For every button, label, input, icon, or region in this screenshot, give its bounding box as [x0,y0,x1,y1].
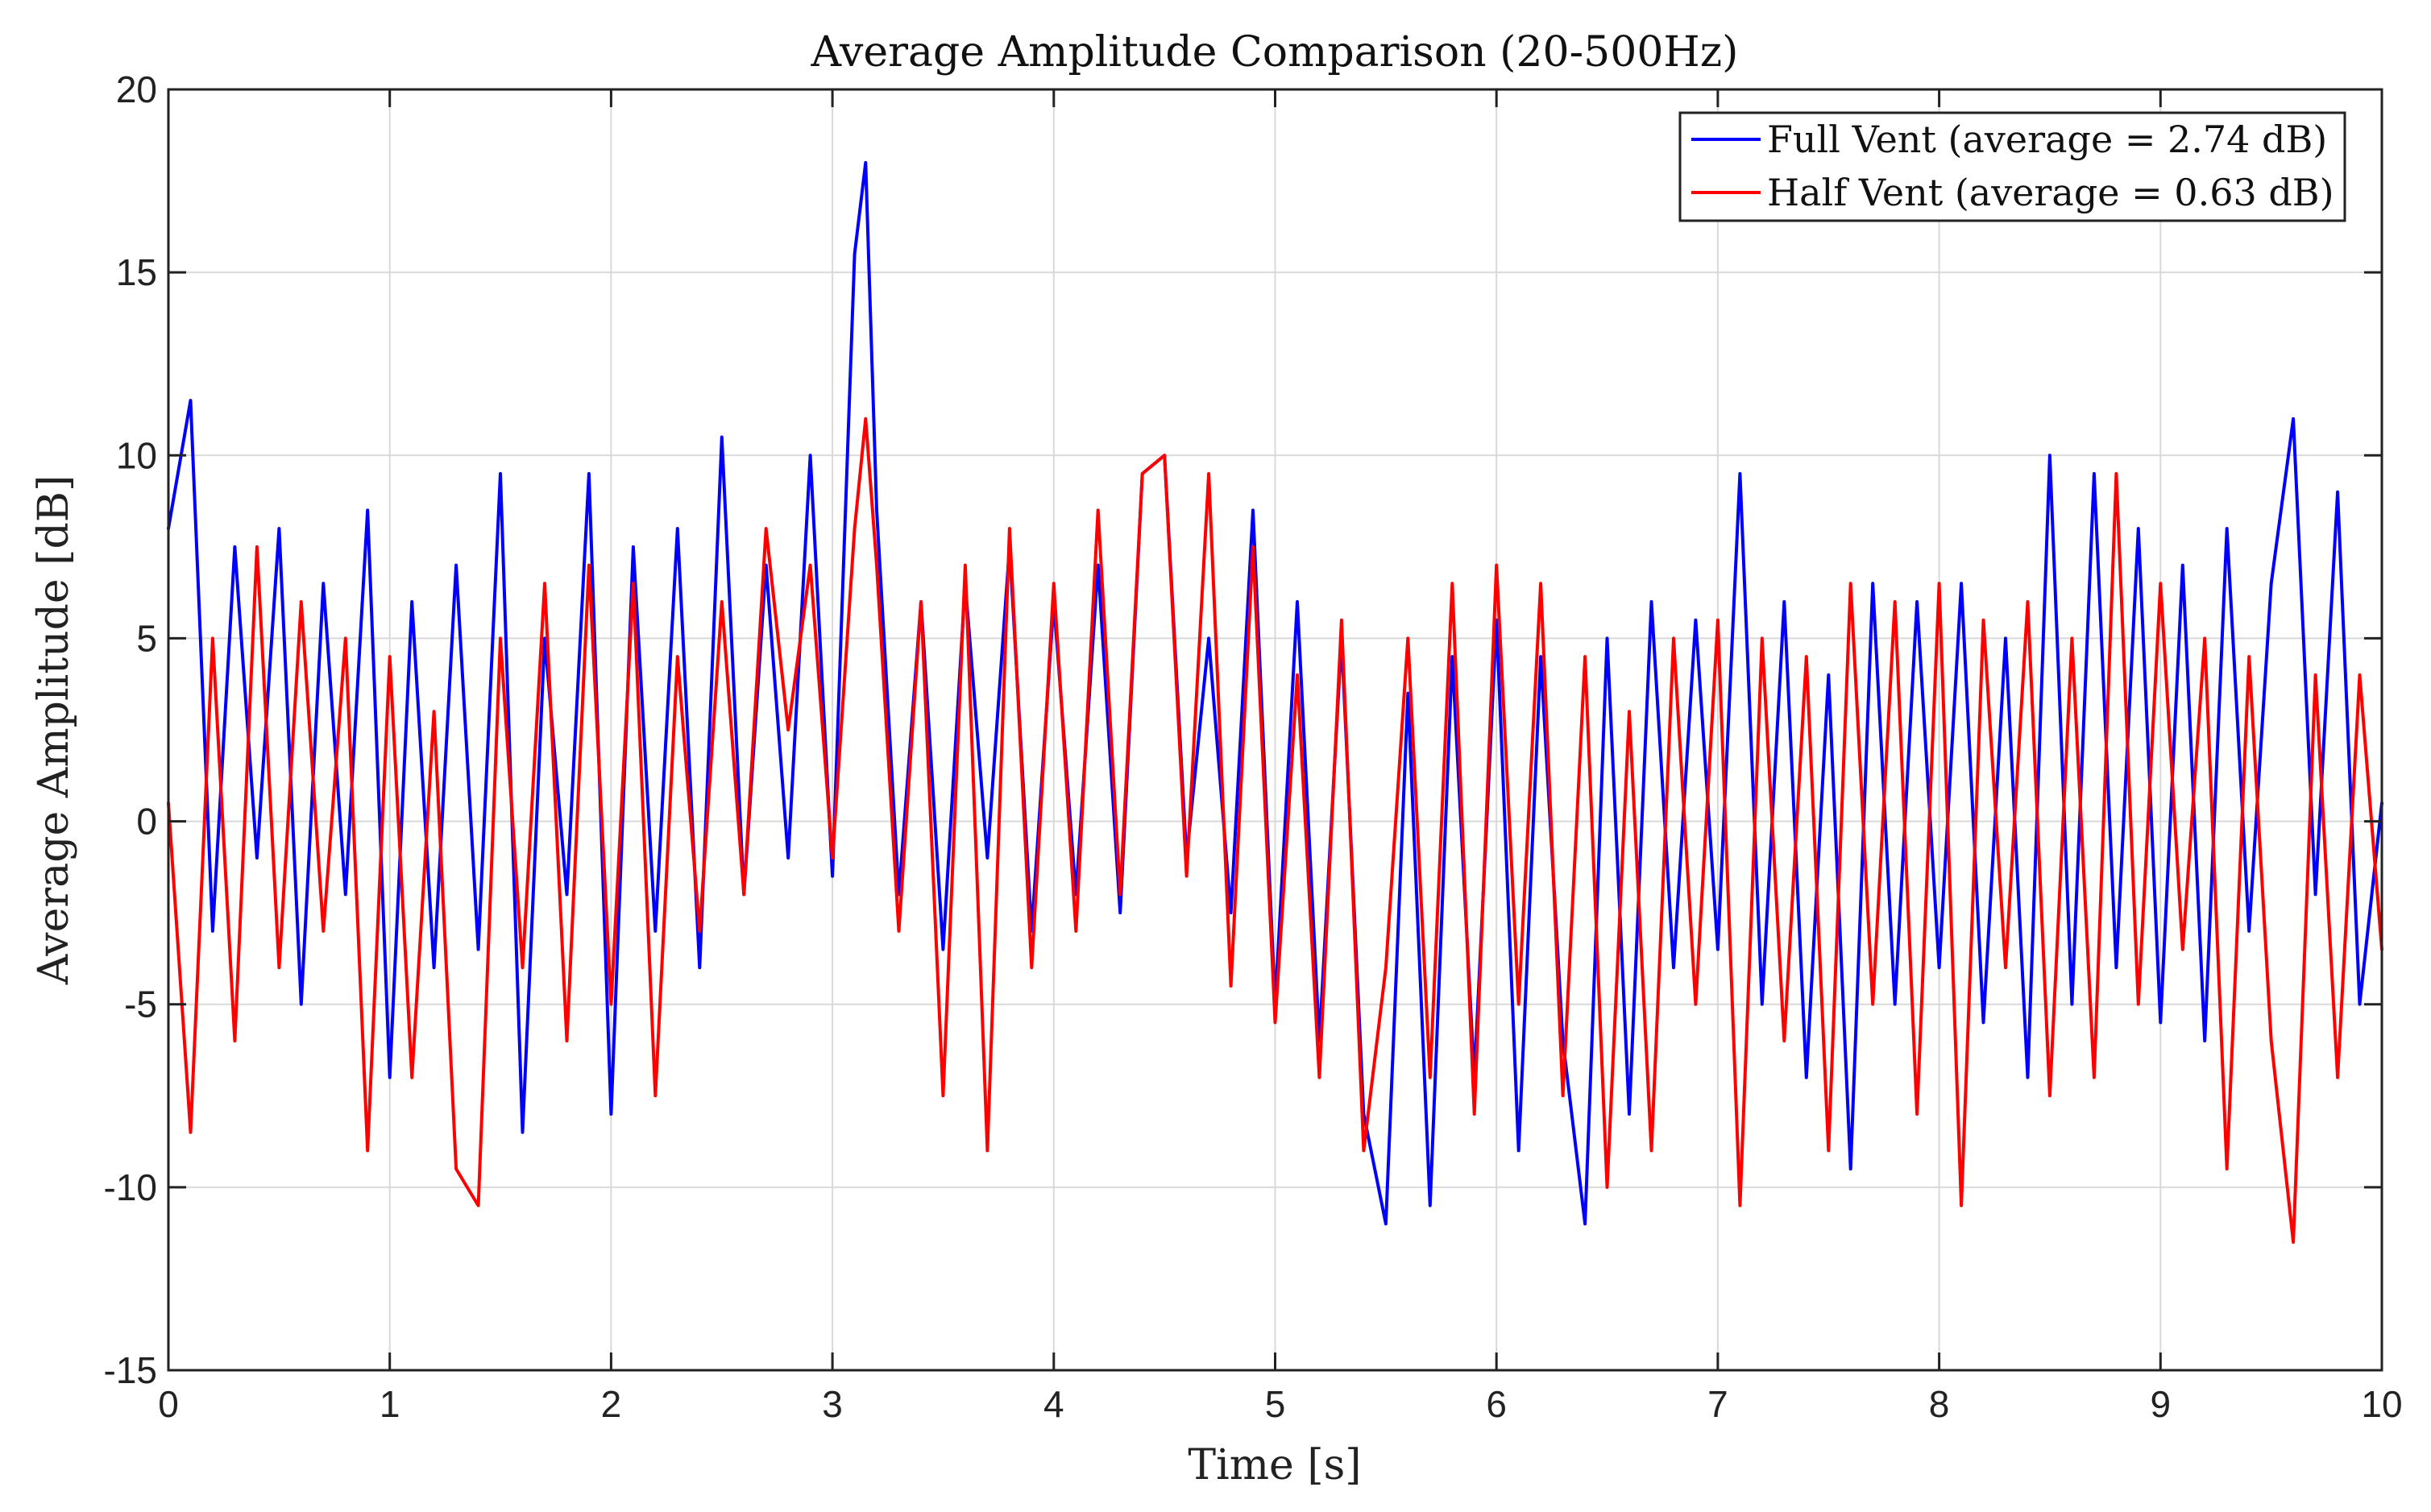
x-tick-label-5: 5 [1265,1383,1286,1425]
y-tick-label-6: 15 [116,251,157,293]
y-tick-label-1: -10 [104,1166,157,1208]
x-tick-label-8: 8 [1929,1383,1950,1425]
x-tick-label-4: 4 [1043,1383,1064,1425]
y-tick-label-5: 10 [116,434,157,476]
x-tick-label-1: 1 [380,1383,400,1425]
legend-box [1678,111,2346,222]
tick-layer: 0 1 2 3 4 5 6 7 8 9 10 -15 -10 -5 0 5 10 15 20 [104,68,2403,1425]
y-tick-label-7: 20 [116,68,157,110]
y-tick-label-4: 5 [136,617,157,659]
legend-text-full-vent: Full Vent (average = 2.74 dB) [1767,118,2327,161]
x-tick-label-3: 3 [822,1383,843,1425]
x-tick-label-0: 0 [158,1383,179,1425]
y-tick-label-3: 0 [136,801,157,843]
y-axis-label: Average Amplitude [dB] [30,475,78,986]
y-tick-label-2: -5 [124,984,157,1025]
y-tick-label-0: -15 [104,1349,157,1391]
legend-text-half-vent: Half Vent (average = 0.63 dB) [1767,171,2334,214]
series-layer [167,160,2383,1244]
x-tick-label-2: 2 [601,1383,622,1425]
chart-title: Average Amplitude Comparison (20-500Hz) [811,28,1739,77]
x-tick-label-9: 9 [2151,1383,2172,1425]
x-axis-label: Time [s] [1188,1441,1361,1489]
x-tick-label-6: 6 [1486,1383,1507,1425]
x-tick-label-7: 7 [1707,1383,1728,1425]
x-tick-label-10: 10 [2361,1383,2402,1425]
legend: Full Vent (average = 2.74 dB) Half Vent … [1678,111,2346,222]
series-line-half-vent [167,416,2383,1244]
